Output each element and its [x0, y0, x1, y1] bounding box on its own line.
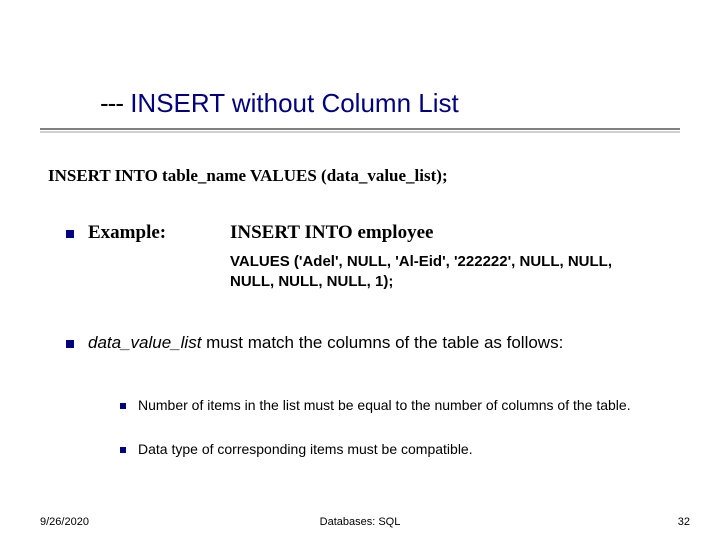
- syntax-line: INSERT INTO table_name VALUES (data_valu…: [48, 166, 448, 186]
- footer-center: Databases: SQL: [0, 516, 720, 528]
- paragraph-text: data_value_list must match the columns o…: [88, 332, 563, 354]
- example-code-line1: INSERT INTO employee: [230, 222, 433, 244]
- subitem-text-1: Number of items in the list must be equa…: [138, 396, 631, 414]
- bullet-icon: [120, 447, 126, 453]
- example-bullet-row: Example:: [66, 222, 166, 244]
- example-label: Example:: [88, 222, 166, 244]
- title-text: INSERT without Column List: [123, 88, 459, 118]
- title-prefix: ---: [100, 88, 123, 118]
- bullet-icon: [66, 340, 74, 348]
- slide-title: --- INSERT without Column List: [100, 88, 680, 119]
- bullet-icon: [120, 403, 126, 409]
- subitem-row-2: Data type of corresponding items must be…: [120, 440, 660, 458]
- subitem-row-1: Number of items in the list must be equa…: [120, 396, 660, 414]
- title-underline: [40, 128, 680, 130]
- paragraph-row: data_value_list must match the columns o…: [66, 332, 666, 354]
- example-values: VALUES ('Adel', NULL, 'Al-Eid', '222222'…: [230, 252, 650, 293]
- bullet-icon: [66, 230, 74, 238]
- title-underline-shadow: [40, 131, 680, 133]
- paragraph-italic: data_value_list: [88, 333, 201, 352]
- subitem-text-2: Data type of corresponding items must be…: [138, 440, 473, 458]
- footer-page-number: 32: [678, 516, 690, 528]
- paragraph-rest: must match the columns of the table as f…: [201, 333, 563, 352]
